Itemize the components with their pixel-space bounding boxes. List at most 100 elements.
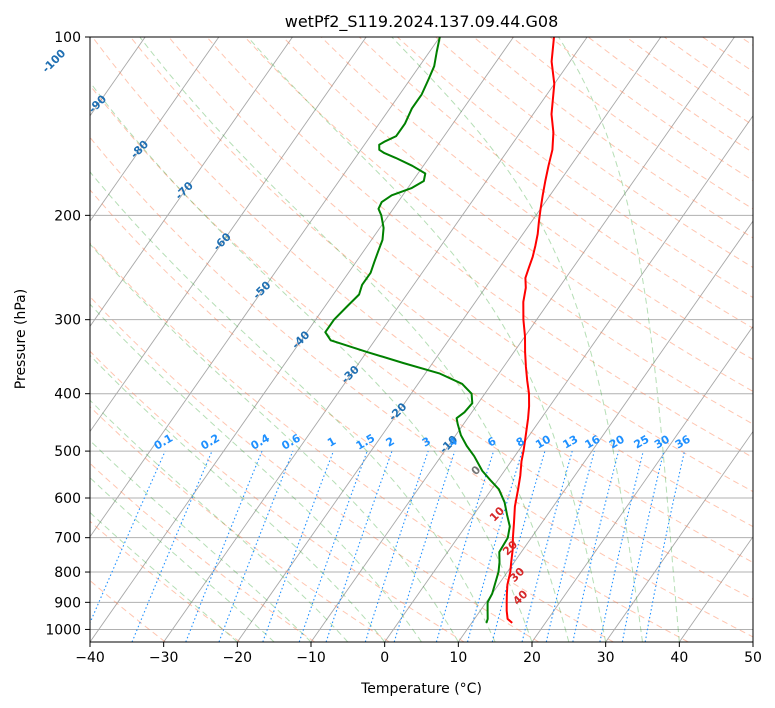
isotherm-line [0,37,72,642]
y-tick-label: 300 [54,313,81,329]
y-tick-label: 200 [54,208,81,224]
mixing-ratio-line [599,450,644,642]
dry-adiabat-line [90,462,315,642]
plot-frame [89,36,754,643]
moist-adiabat-line [90,354,386,642]
y-tick-label: 800 [54,565,81,581]
dry-adiabat-line [587,37,753,154]
isotherm-label: -30 [339,363,362,386]
mixing-ratio-label: 0.4 [249,431,273,452]
x-tick-label: 10 [449,650,467,666]
moist-adiabat-line [90,243,459,642]
isotherm-line [236,37,662,642]
y-axis-title: Pressure (hPa) [13,289,29,389]
mixing-ratio-label: 1 [325,435,338,450]
moist-adiabat-line [90,171,496,642]
isotherm-line [457,220,753,642]
dry-adiabat-line [90,350,465,642]
mixing-ratio-label: 0.2 [199,432,222,453]
x-tick-label: 40 [670,650,688,666]
mixing-ratio-line [491,450,546,642]
moist-adiabat-line [90,303,422,642]
y-tick-label: 700 [54,531,81,547]
mixing-ratio-label: 0.6 [279,431,303,452]
dry-adiabat-line [90,189,689,642]
isotherm-label: -80 [128,138,151,161]
dry-adiabat-line [90,405,390,642]
dry-adiabat-line [397,37,753,299]
isotherm-label: -50 [250,278,273,301]
isotherm-line [163,37,588,642]
dry-adiabat-line [168,37,753,493]
mixing-ratio-line [298,450,368,642]
chart-title: wetPf2_S119.2024.137.09.44.G08 [285,12,559,32]
dry-adiabat-line [740,37,753,46]
temperature-line [505,37,556,624]
axes: −40 −30 −20 −10 0 10 20 30 40 5010020030040050060… [45,30,762,666]
dry-adiabat-line [206,37,753,459]
y-tick-label: 400 [54,387,81,403]
dry-adiabat-line [90,295,540,642]
isotherm-label: -100 [40,47,69,76]
dry-adiabat-line [664,37,753,99]
dewpoint-line [324,37,511,624]
mixing-ratio-label: 6 [485,434,498,449]
sounding-series [324,37,556,624]
mixing-ratio-line [572,450,620,642]
mixing-ratio-label: 25 [632,433,652,452]
moist-adiabat-line [558,37,680,642]
y-tick-label: 500 [54,444,81,460]
dry-adiabat-line [435,37,753,269]
mixing-ratio-label: 0.1 [152,432,175,453]
mixing-ratio-line [644,450,686,642]
mixing-ratio-line [131,450,213,642]
dry-adiabat-line [702,37,753,73]
x-axis-title: Temperature (°C) [360,681,482,697]
isotherm-line [90,37,514,642]
x-tick-label: −40 [75,650,105,666]
x-tick-label: 50 [744,650,762,666]
isotherm-label: -40 [289,328,312,351]
isotherm-line [90,37,220,222]
isotherm-label: -60 [211,230,234,253]
moist-adiabat-line [90,81,533,642]
mixing-ratio-line [466,450,523,642]
dry-adiabat-line [473,37,753,239]
isotherm-label: -20 [386,400,409,423]
mixing-ratio-line [393,450,456,642]
mixing-ratio-label: 2 [384,435,397,450]
mixing-ratio-label: 16 [583,432,603,451]
moist-adiabat-line [90,511,238,642]
isotherm-line [310,37,735,642]
mixing-ratio-label: 10 [533,432,553,451]
isotherm-line [384,115,753,642]
moist-adiabat-line [391,37,643,642]
mixing-ratio-label: 20 [607,432,627,451]
moist-adiabat-line [90,439,312,642]
isotherm-line [90,37,293,328]
moist-adiabat-line [90,477,275,642]
moist-adiabat-line [247,37,607,642]
mixing-ratio-label: 30 [652,432,672,451]
dry-adiabat-line [320,37,753,361]
dry-adiabat-line [90,84,753,600]
isotherm-line [752,641,753,642]
isotherm-label: -70 [173,179,196,202]
x-tick-label: −30 [149,650,179,666]
isotherm-line [678,535,753,642]
dry-adiabat-line [358,37,753,329]
x-tick-label: 0 [380,650,389,666]
dry-adiabat-line [90,136,753,638]
mixing-ratio-line [262,450,334,642]
x-tick-label: 20 [523,650,541,666]
theta-e-label: 40 [510,587,530,607]
mixing-ratio-label: 13 [561,433,581,452]
mixing-ratio-line [325,450,393,642]
isotherm-line [90,37,367,433]
background-lines [0,37,753,642]
mixing-ratio-line [521,450,573,642]
dry-adiabat-line [90,520,241,642]
mixing-ratio-line [364,450,429,642]
y-tick-label: 600 [54,491,81,507]
